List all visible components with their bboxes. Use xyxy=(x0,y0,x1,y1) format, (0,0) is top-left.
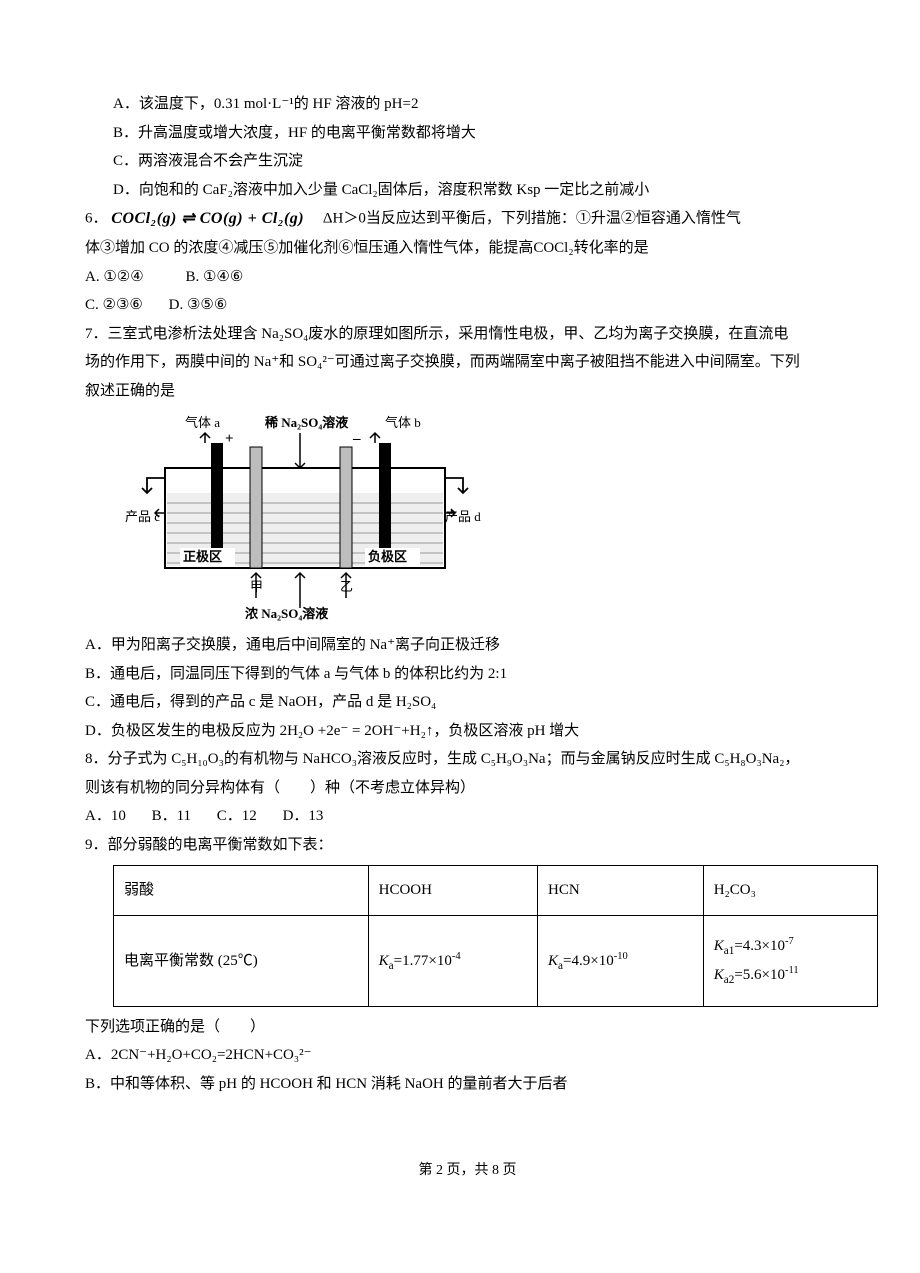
q8-opt-b: B．11 xyxy=(152,808,191,824)
diagram-label-conc: 浓 Na₂SO₄溶液 xyxy=(245,606,328,621)
diagram-label-dilute: 稀 Na₂SO₄溶液 xyxy=(265,415,348,430)
diagram-pipe-left-top xyxy=(142,478,165,493)
q6-line2c: 转化率的是 xyxy=(574,240,649,256)
diagram-minus: – xyxy=(352,431,361,447)
diagram-pipe-right-top xyxy=(445,478,468,493)
q6-opts-row1: A. ①②④ B. ①④⑥ xyxy=(85,263,850,292)
q8-stem-line2: 则该有机物的同分异构体有（ ）种（不考虑立体异构） xyxy=(85,774,850,803)
q7-stem-line2: 场的作用下，两膜中间的 Na⁺和 SO₄²⁻可通过离子交换膜，而两端隔室中离子被… xyxy=(85,348,850,377)
page-content: A．该温度下，0.31 mol·L⁻¹的 HF 溶液的 pH=2 B．升高温度或… xyxy=(0,0,920,1225)
q5-opt-d: D．向饱和的 CaF₂溶液中加入少量 CaCl₂固体后，溶度积常数 Ksp 一定… xyxy=(85,176,850,205)
q9-th1: 弱酸 xyxy=(114,866,369,916)
q8-stem-line1: 8．分子式为 C₅H₁₀O₃的有机物与 NaHCO₃溶液反应时，生成 C₅H₉O… xyxy=(85,745,850,774)
q9-r1: 电离平衡常数 (25℃) xyxy=(114,915,369,1006)
q6-equation: COCl₂(g) ⇌ CO(g) + Cl₂(g) xyxy=(111,204,304,234)
diagram-label-gas-b: 气体 b xyxy=(385,415,421,430)
q7-opt-a: A．甲为阳离子交换膜，通电后中间隔室的 Na⁺离子向正极迁移 xyxy=(85,631,850,660)
diagram-label-anode: 正极区 xyxy=(183,549,222,564)
q8-stem1: 分子式为 C₅H₁₀O₃的有机物与 NaHCO₃溶液反应时，生成 C₅H₉O₃N… xyxy=(108,751,800,767)
q8-opt-d: D．13 xyxy=(283,808,324,824)
q6-line2b: COCl₂ xyxy=(533,240,573,256)
diagram-label-yi: 乙 xyxy=(340,579,353,594)
diagram-label-prod-d: 产品 d xyxy=(445,509,481,524)
q6-stem-line1: 6． COCl₂(g) ⇌ CO(g) + Cl₂(g) ΔH＞0当反应达到平衡… xyxy=(85,204,850,234)
diagram-arrow-conc xyxy=(295,573,305,608)
q9-th3: HCN xyxy=(538,866,704,916)
q7-stem-line3: 叙述正确的是 xyxy=(85,377,850,406)
q7-diagram: 气体 a 稀 Na₂SO₄溶液 气体 b + – xyxy=(125,413,485,623)
q5-opt-b: B．升高温度或增大浓度，HF 的电离平衡常数都将增大 xyxy=(85,119,850,148)
q9-v2: Ka=1.77×10-4 xyxy=(368,915,537,1006)
diagram-label-prod-c: 产品 c xyxy=(125,509,160,524)
diagram-arrow-inlet xyxy=(295,433,305,468)
q5-opt-a: A．该温度下，0.31 mol·L⁻¹的 HF 溶液的 pH=2 xyxy=(85,90,850,119)
q9-table: 弱酸 HCOOH HCN H₂CO₃ 电离平衡常数 (25℃) Ka=1.77×… xyxy=(113,865,878,1007)
diagram-arrow-gas-b xyxy=(370,433,380,443)
q5-opt-c: C．两溶液混合不会产生沉淀 xyxy=(85,147,850,176)
q7-stem1: 三室式电渗析法处理含 Na₂SO₄废水的原理如图所示，采用惰性电极，甲、乙均为离… xyxy=(108,326,789,342)
diagram-electrode-right xyxy=(379,443,391,548)
q9-stem-text: 部分弱酸的电离平衡常数如下表： xyxy=(108,837,333,853)
q6-opt-b: B. ①④⑥ xyxy=(185,269,243,285)
q6-stem-line2: 体③增加 CO 的浓度④减压⑤加催化剂⑥恒压通入惰性气体，能提高COCl₂转化率… xyxy=(85,234,850,263)
diagram-plus: + xyxy=(225,431,234,447)
q9-th4: H₂CO₃ xyxy=(703,866,877,916)
q6-line2a: 体③增加 CO 的浓度④减压⑤加催化剂⑥恒压通入惰性气体，能提高 xyxy=(85,240,533,256)
diagram-membrane-jia xyxy=(250,447,262,568)
page-footer: 第 2 页，共 8 页 xyxy=(85,1158,850,1185)
q8-opts: A．10 B．11 C．12 D．13 xyxy=(85,802,850,831)
q8-opt-c: C．12 xyxy=(217,808,257,824)
q9-after: 下列选项正确的是（ ） xyxy=(85,1013,850,1042)
diagram-electrode-left xyxy=(211,443,223,548)
q6-opt-c: C. ②③⑥ xyxy=(85,297,143,313)
table-row: 弱酸 HCOOH HCN H₂CO₃ xyxy=(114,866,878,916)
q8-number: 8． xyxy=(85,751,108,767)
q6-opts-row2: C. ②③⑥ D. ③⑤⑥ xyxy=(85,291,850,320)
q7-opt-c: C．通电后，得到的产品 c 是 NaOH，产品 d 是 H₂SO₄ xyxy=(85,688,850,717)
q7-opt-b: B．通电后，同温同压下得到的气体 a 与气体 b 的体积比约为 2:1 xyxy=(85,660,850,689)
q9-opt-a: A．2CN⁻+H₂O+CO₂=2HCN+CO₃²⁻ xyxy=(85,1041,850,1070)
table-row: 电离平衡常数 (25℃) Ka=1.77×10-4 Ka=4.9×10-10 K… xyxy=(114,915,878,1006)
diagram-membrane-yi xyxy=(340,447,352,568)
q9-v4: Ka1=4.3×10-7 Ka2=5.6×10-11 xyxy=(703,915,877,1006)
diagram-arrow-gas-a xyxy=(200,433,210,443)
diagram-label-gas-a: 气体 a xyxy=(185,415,220,430)
diagram-label-jia: 甲 xyxy=(250,579,263,594)
q6-number: 6． xyxy=(85,211,108,227)
q9-th2: HCOOH xyxy=(368,866,537,916)
q6-opt-a: A. ①②④ xyxy=(85,269,144,285)
q8-opt-a: A．10 xyxy=(85,808,126,824)
q6-opt-d: D. ③⑤⑥ xyxy=(169,297,228,313)
q9-stem: 9．部分弱酸的电离平衡常数如下表： xyxy=(85,831,850,860)
q6-tail: ΔH＞0当反应达到平衡后，下列措施：①升温②恒容通入惰性气 xyxy=(323,211,741,227)
diagram-label-cathode: 负极区 xyxy=(368,549,407,564)
q7-number: 7． xyxy=(85,326,108,342)
q9-opt-b: B．中和等体积、等 pH 的 HCOOH 和 HCN 消耗 NaOH 的量前者大… xyxy=(85,1070,850,1099)
q7-opt-d: D．负极区发生的电极反应为 2H₂O +2e⁻ = 2OH⁻+H₂↑，负极区溶液… xyxy=(85,717,850,746)
q7-stem-line1: 7．三室式电渗析法处理含 Na₂SO₄废水的原理如图所示，采用惰性电极，甲、乙均… xyxy=(85,320,850,349)
q9-v3: Ka=4.9×10-10 xyxy=(538,915,704,1006)
q9-number: 9． xyxy=(85,837,108,853)
